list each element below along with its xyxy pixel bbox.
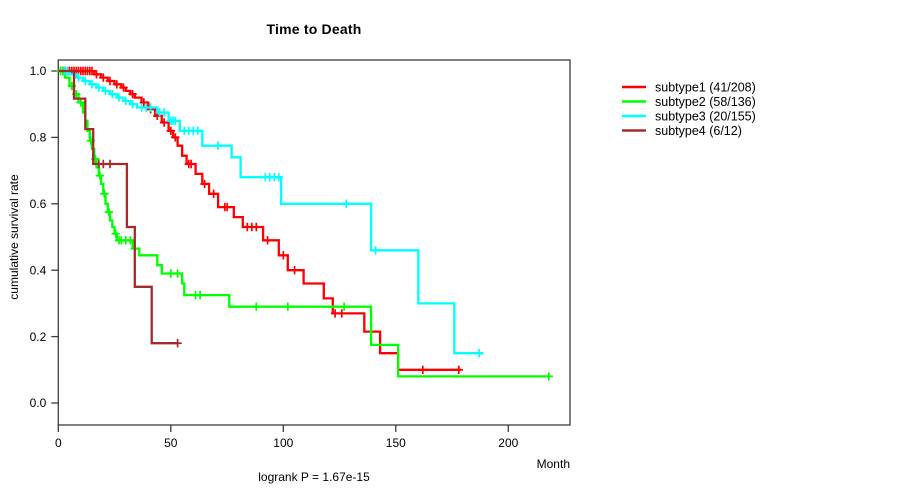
y-tick-label: 1.0 (30, 64, 47, 78)
legend-label-subtype1: subtype1 (41/208) (655, 80, 756, 94)
logrank-pvalue: logrank P = 1.67e-15 (258, 470, 370, 484)
legend-label-subtype4: subtype4 (6/12) (655, 124, 742, 138)
chart-title: Time to Death (266, 21, 362, 37)
x-tick-label: 0 (55, 436, 62, 450)
censor-marks-subtype3 (60, 66, 484, 358)
y-axis-label: cumulative survival rate (7, 174, 21, 300)
x-axis-label: Month (536, 457, 570, 471)
y-tick-label: 0.8 (30, 131, 47, 145)
x-tick-label: 150 (386, 436, 406, 450)
x-tick-label: 200 (498, 436, 518, 450)
x-tick-label: 50 (164, 436, 178, 450)
survival-curve-subtype3 (58, 69, 484, 355)
legend-label-subtype2: subtype2 (58/136) (655, 95, 756, 109)
censor-marks-subtype2 (56, 66, 553, 381)
survival-curve-subtype2 (58, 69, 549, 378)
legend-label-subtype3: subtype3 (20/155) (655, 109, 756, 123)
x-tick-label: 100 (273, 436, 293, 450)
survival-curve-subtype1 (58, 69, 462, 371)
censor-marks-subtype4 (94, 159, 182, 348)
y-tick-label: 0.0 (30, 396, 47, 410)
y-tick-label: 0.4 (30, 263, 47, 277)
y-tick-label: 0.2 (30, 330, 47, 344)
censor-marks-subtype1 (58, 66, 463, 374)
y-tick-label: 0.6 (30, 197, 47, 211)
plot-box (57, 59, 571, 426)
